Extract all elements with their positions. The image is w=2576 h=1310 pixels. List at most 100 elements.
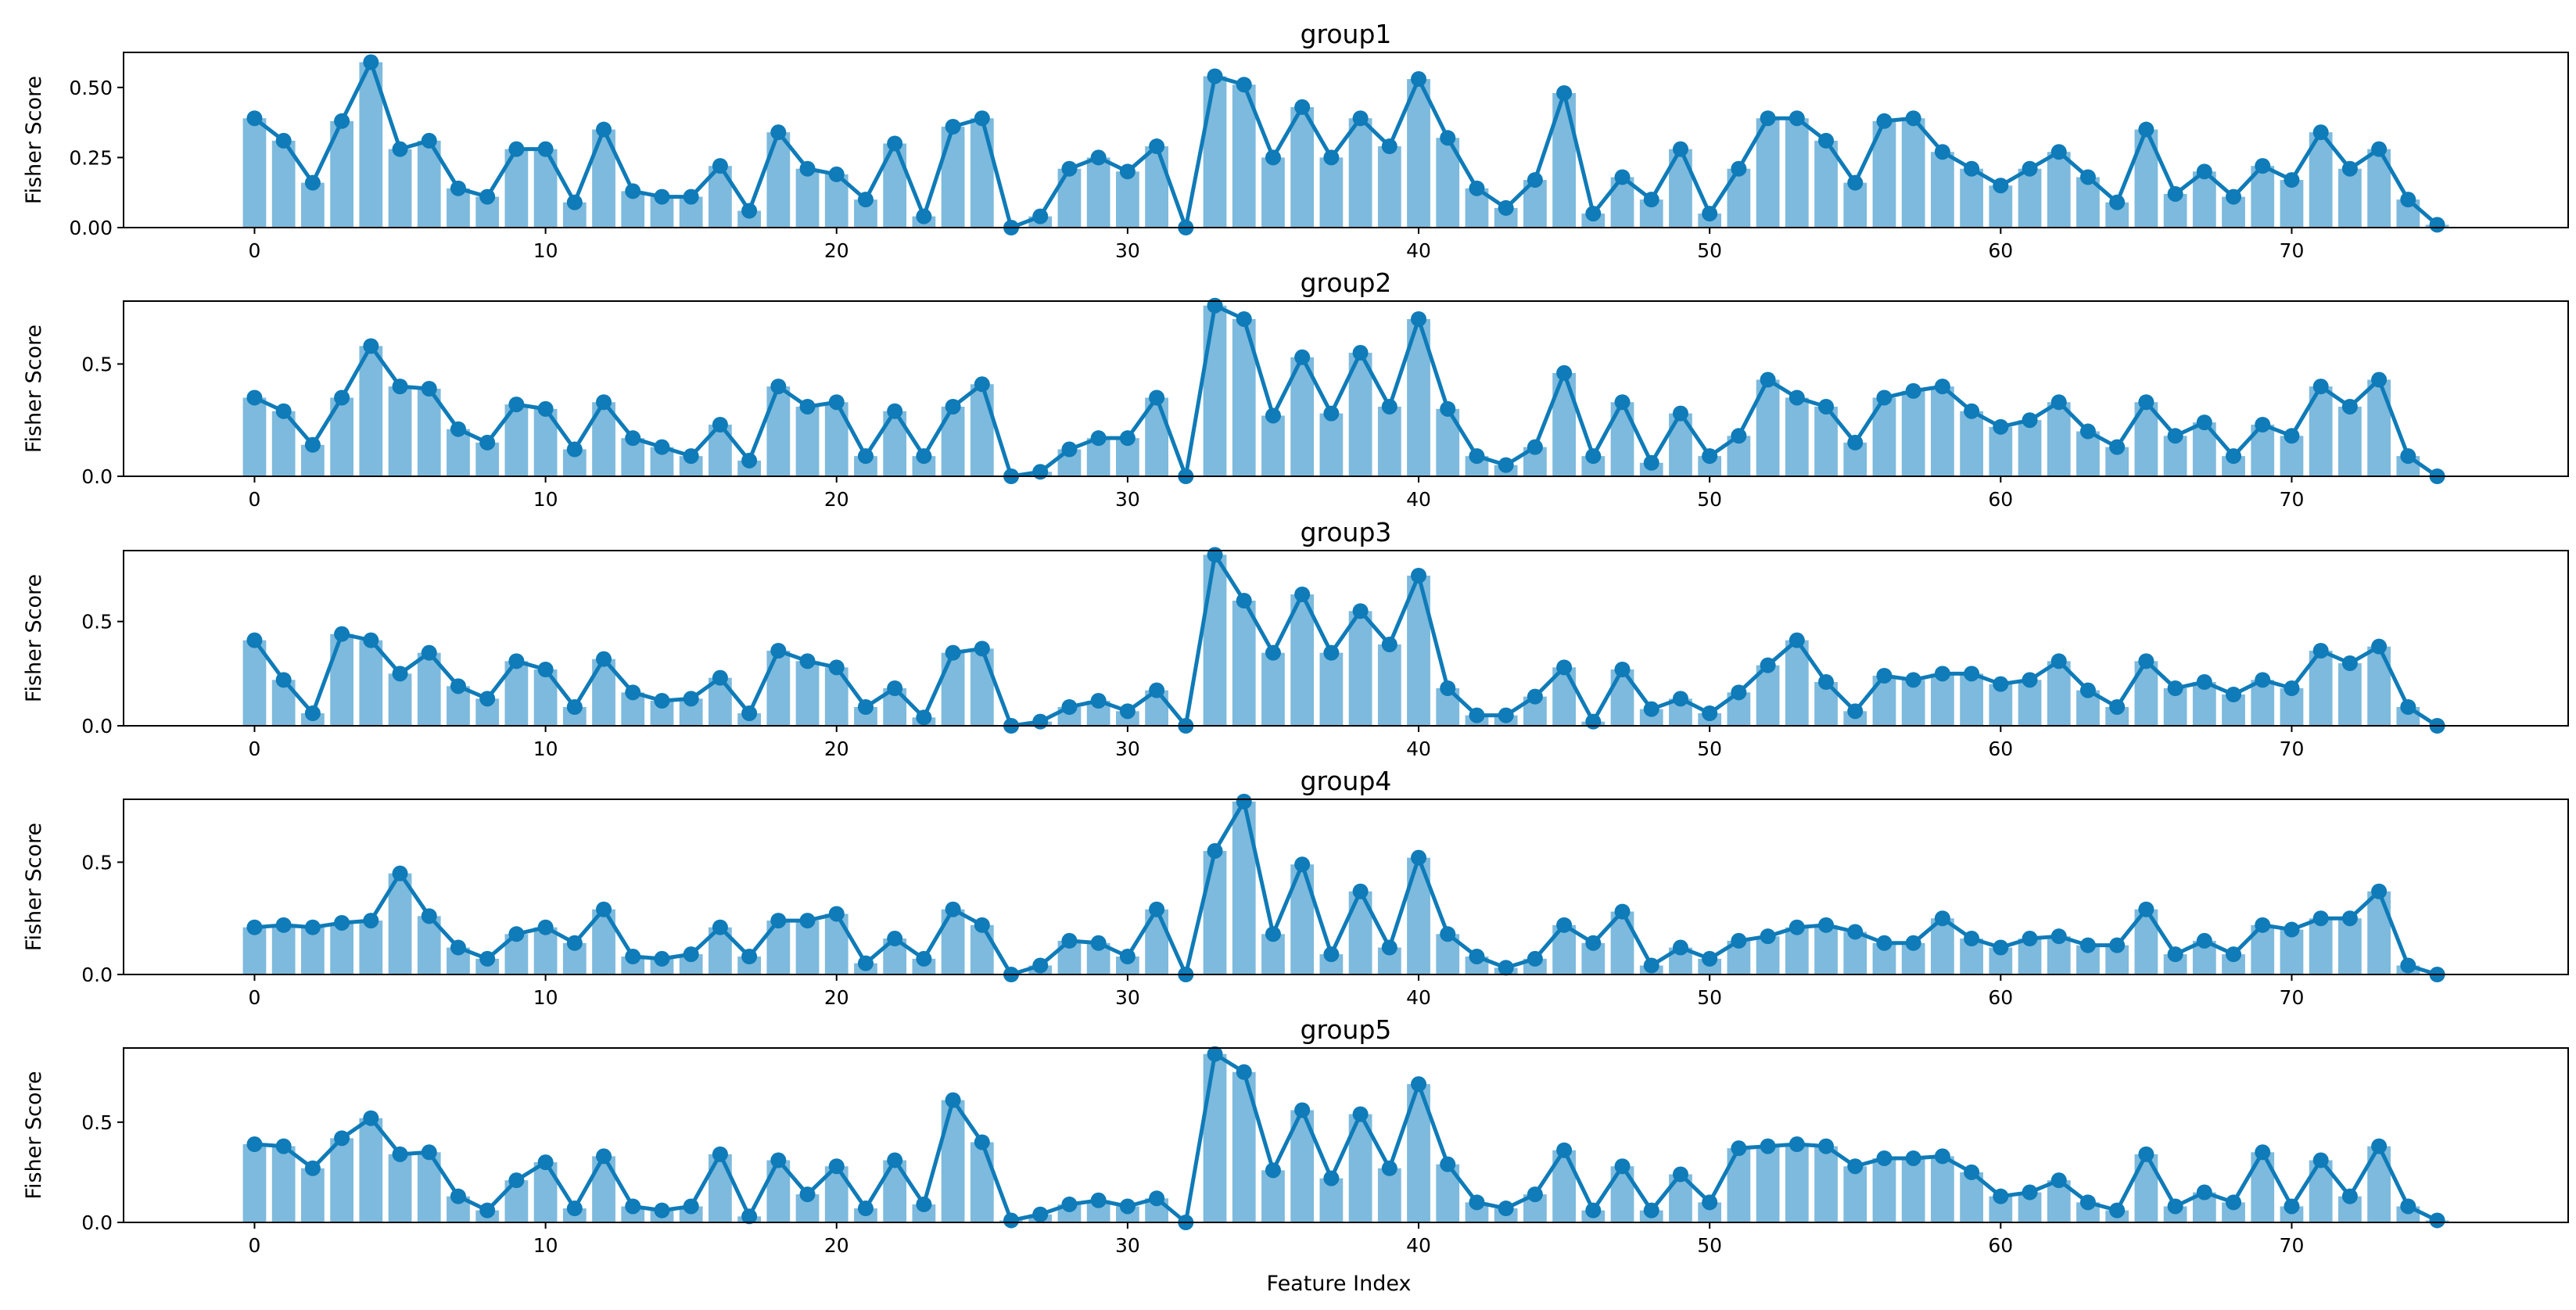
bar <box>388 1154 412 1222</box>
bar <box>1203 305 1227 476</box>
bar <box>447 429 470 476</box>
data-point <box>683 1198 699 1215</box>
markers-group1 <box>246 54 2445 235</box>
data-point <box>1556 659 1573 676</box>
bar <box>271 924 296 974</box>
data-point <box>741 949 758 965</box>
bar <box>1377 1168 1401 1222</box>
data-point <box>2255 672 2271 688</box>
data-point <box>596 651 612 667</box>
data-point <box>246 1136 263 1153</box>
data-point <box>1934 910 1950 927</box>
x-tick-label: 40 <box>1406 986 1431 1009</box>
data-point <box>1760 110 1776 127</box>
bar <box>359 921 383 974</box>
data-point <box>741 705 758 721</box>
y-tick-label: 0.0 <box>81 715 113 738</box>
bar <box>2134 1154 2158 1222</box>
data-point <box>741 452 758 468</box>
data-point <box>1032 713 1049 730</box>
data-point <box>1119 703 1136 720</box>
bar <box>941 909 965 974</box>
data-point <box>974 376 990 393</box>
data-point <box>1061 441 1078 458</box>
data-point <box>828 166 845 182</box>
data-point <box>741 1208 758 1225</box>
bar <box>388 386 412 476</box>
series-line-group3 <box>253 552 2438 728</box>
data-point <box>1352 883 1369 899</box>
data-point <box>1672 141 1688 157</box>
data-point <box>2284 172 2300 188</box>
bar <box>1785 397 1809 476</box>
bar <box>1960 168 1983 228</box>
x-tick-label: 10 <box>533 488 558 511</box>
data-point <box>1498 1201 1514 1217</box>
data-point <box>1236 793 1252 809</box>
data-point <box>799 1186 816 1203</box>
data-point <box>1119 949 1136 965</box>
data-point <box>1964 666 1980 682</box>
data-point <box>1498 199 1514 216</box>
data-point <box>799 913 816 929</box>
bar <box>941 1100 965 1222</box>
x-tick-label: 0 <box>249 239 261 262</box>
data-point <box>363 338 379 354</box>
data-point <box>1527 439 1543 455</box>
data-point <box>857 192 874 208</box>
data-point <box>1119 430 1136 447</box>
data-point <box>683 691 699 707</box>
data-point <box>1440 130 1456 146</box>
data-point <box>1672 405 1688 422</box>
data-point <box>304 705 321 721</box>
data-point <box>537 141 554 157</box>
data-point <box>1352 110 1369 127</box>
data-point <box>2226 687 2242 702</box>
data-point <box>2429 217 2445 233</box>
data-point <box>2371 371 2388 388</box>
data-point <box>1411 849 1427 866</box>
data-point <box>1643 454 1659 471</box>
data-point <box>770 1152 787 1168</box>
data-point <box>1294 349 1311 365</box>
data-point <box>1207 547 1223 563</box>
bar <box>533 1162 558 1222</box>
data-point <box>2400 1198 2416 1215</box>
bar <box>1261 652 1285 726</box>
data-point <box>654 1202 670 1218</box>
data-point <box>1527 172 1543 188</box>
data-point <box>2196 415 2212 431</box>
data-point <box>1788 919 1805 935</box>
bar <box>1931 1156 1954 1222</box>
x-tick-label: 60 <box>1988 488 2013 511</box>
data-point <box>537 919 554 935</box>
data-point <box>508 653 525 669</box>
data-point <box>1032 1206 1049 1222</box>
data-point <box>625 1198 641 1215</box>
markers-group2 <box>246 297 2445 484</box>
data-point <box>2022 160 2038 177</box>
data-point <box>1964 160 1980 177</box>
bar <box>1901 390 1925 476</box>
data-point <box>2284 921 2300 938</box>
data-point <box>1585 448 1602 465</box>
bar <box>1232 601 1256 726</box>
data-point <box>1381 637 1397 652</box>
data-point <box>1847 703 1864 720</box>
data-point <box>1294 587 1311 602</box>
data-point <box>2138 901 2154 917</box>
data-point <box>2167 946 2183 963</box>
data-point <box>1090 935 1107 951</box>
data-point <box>2167 185 2183 202</box>
data-point <box>857 1201 874 1217</box>
panel-title: group4 <box>1301 766 1392 796</box>
x-tick-label: 10 <box>533 986 558 1009</box>
data-point <box>2167 1198 2183 1215</box>
data-point <box>1149 901 1165 917</box>
data-point <box>1585 1202 1602 1218</box>
data-point <box>596 121 612 138</box>
data-point <box>537 662 554 677</box>
data-point <box>508 397 525 413</box>
panel-title: group5 <box>1301 1014 1392 1045</box>
series-line-group4 <box>254 799 2438 977</box>
